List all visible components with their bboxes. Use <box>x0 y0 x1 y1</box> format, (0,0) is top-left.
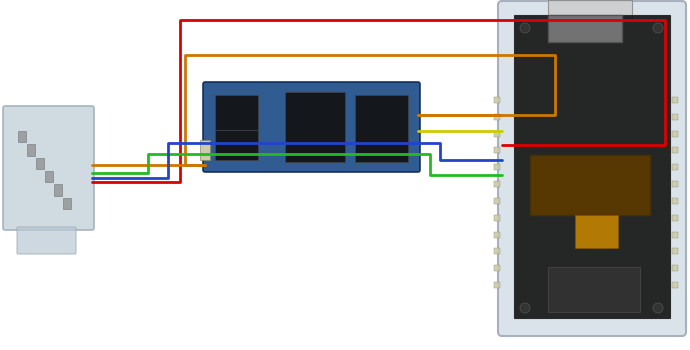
Bar <box>27 144 35 156</box>
Bar <box>494 114 500 120</box>
Circle shape <box>520 23 530 33</box>
Bar <box>672 248 678 254</box>
Bar <box>530 155 650 215</box>
Bar <box>514 15 670 318</box>
Bar <box>575 215 618 248</box>
Bar <box>18 131 26 142</box>
Bar <box>494 147 500 153</box>
FancyBboxPatch shape <box>203 82 420 172</box>
Bar <box>355 95 408 162</box>
Bar <box>672 147 678 153</box>
Bar <box>285 92 345 162</box>
Bar <box>54 184 62 196</box>
Bar <box>672 181 678 187</box>
Bar <box>494 248 500 254</box>
Bar <box>45 171 53 182</box>
Bar <box>494 232 500 238</box>
Bar <box>36 158 44 169</box>
Bar <box>494 282 500 288</box>
Bar <box>200 140 210 160</box>
Bar <box>548 0 632 18</box>
Bar <box>494 131 500 137</box>
Bar <box>63 198 71 209</box>
Bar <box>672 164 678 170</box>
Bar <box>494 181 500 187</box>
Bar <box>672 131 678 137</box>
Bar <box>494 97 500 103</box>
Bar <box>672 282 678 288</box>
Circle shape <box>520 303 530 313</box>
Bar <box>494 265 500 271</box>
Bar <box>672 198 678 204</box>
Bar <box>672 265 678 271</box>
Circle shape <box>653 303 663 313</box>
Circle shape <box>653 23 663 33</box>
Bar <box>548 267 640 312</box>
Bar <box>672 114 678 120</box>
Bar <box>548 15 622 42</box>
Bar <box>215 95 258 130</box>
Bar <box>672 97 678 103</box>
FancyBboxPatch shape <box>3 106 94 230</box>
Bar <box>215 130 258 160</box>
Bar <box>672 215 678 221</box>
FancyBboxPatch shape <box>17 227 76 254</box>
FancyBboxPatch shape <box>498 1 686 336</box>
Bar <box>494 215 500 221</box>
Bar <box>494 164 500 170</box>
Bar <box>494 198 500 204</box>
Bar <box>672 232 678 238</box>
